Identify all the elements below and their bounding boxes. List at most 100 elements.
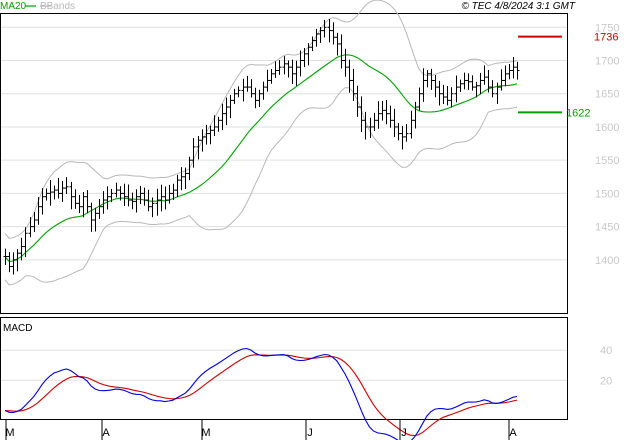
ohlc-bar [15, 249, 20, 272]
ohlc-bar [36, 197, 41, 225]
ohlc-bar [322, 19, 327, 38]
ohlc-bar [32, 212, 37, 233]
ohlc-bar [81, 191, 86, 218]
ohlc-bar [97, 198, 102, 219]
ohlc-bar [179, 167, 184, 191]
ohlc-bar [290, 59, 295, 84]
ohlc-bar [404, 124, 409, 142]
ma20-polyline [4, 54, 518, 263]
ohlc-bar [150, 197, 155, 218]
macd-grid [1, 349, 567, 381]
macd-lines [4, 347, 518, 440]
ohlc-bar [458, 79, 463, 92]
ohlc-bar [466, 73, 471, 90]
ohlc-bar [191, 138, 196, 168]
ohlc-bar [441, 84, 446, 105]
ohlc-bar [355, 85, 360, 117]
ohlc-bar [462, 72, 467, 90]
ohlc-bar [310, 36, 315, 52]
ohlc-bar [486, 70, 491, 93]
ohlc-bar [413, 101, 418, 129]
ohlc-bar [105, 186, 110, 210]
ohlc-bar [400, 125, 405, 150]
price-y-tick: 1700 [595, 56, 619, 68]
ohlc-bar [335, 32, 340, 56]
x-tick-label: M [5, 427, 14, 439]
support-label: 1622 [566, 107, 590, 119]
ohlc-bar [359, 96, 364, 133]
ohlc-bar [302, 48, 307, 68]
ohlc-bar [77, 194, 82, 214]
ohlc-bar [269, 68, 274, 84]
ohlc-bar [11, 252, 16, 275]
ohlc-bar [347, 59, 352, 93]
bb-legend-label: BBands [40, 1, 75, 12]
ohlc-bar [40, 188, 45, 215]
price-levels: 1736 1622 [518, 32, 618, 119]
ohlc-bar [28, 217, 33, 238]
ohlc-bar [146, 189, 151, 212]
price-y-tick: 1500 [595, 188, 619, 200]
ohlc-bar [368, 117, 373, 138]
macd-line [4, 347, 518, 440]
ohlc-bar [380, 100, 385, 121]
ohlc-bar [241, 78, 246, 102]
ohlc-bar [196, 136, 201, 160]
ohlc-bar [44, 188, 49, 201]
ohlc-bar [437, 80, 442, 106]
ohlc-bar [261, 81, 266, 100]
ohlc-bar [478, 72, 483, 95]
price-y-tick: 1650 [595, 89, 619, 101]
ohlc-bar [93, 207, 98, 232]
ohlc-bar [23, 227, 28, 258]
ohlc-bar [73, 189, 78, 209]
ohlc-bar [126, 184, 131, 207]
ohlc-bar [130, 192, 135, 210]
ohlc-bar [351, 68, 356, 101]
ohlc-bar [249, 79, 254, 98]
ohlc-bar [159, 184, 164, 212]
ohlc-bar [200, 129, 205, 152]
ohlc-bar [204, 124, 209, 145]
ohlc-bar [171, 183, 176, 201]
ohlc-bar [114, 182, 119, 198]
ohlc-bar [482, 65, 487, 85]
legend: MA20 BBands © TEC 4/8/2024 3:1 GMT [0, 1, 576, 12]
ohlc-bar [392, 108, 397, 137]
ohlc-bar [155, 188, 160, 216]
ohlc-bar [417, 87, 422, 111]
ohlc-bar [511, 57, 516, 79]
ohlc-bar [56, 177, 61, 199]
ohlc-bar [409, 110, 414, 139]
ohlc-bar [167, 184, 172, 204]
ohlc-bar [208, 125, 213, 145]
ohlc-bar [245, 75, 250, 92]
ohlc-bar [503, 65, 508, 87]
ohlc-bar [372, 112, 377, 131]
ohlc-bar [388, 105, 393, 128]
ohlc-bar [515, 61, 520, 80]
ohlc-bar [286, 60, 291, 78]
ohlc-bar [224, 97, 229, 126]
ohlc-bar [183, 167, 188, 190]
ohlc-bar [122, 183, 127, 207]
price-y-tick: 1450 [595, 222, 619, 234]
price-y-tick: 1550 [595, 155, 619, 167]
ohlc-bar [163, 186, 168, 210]
ohlc-bar [175, 174, 180, 198]
ohlc-bar [433, 74, 438, 98]
ohlc-bar [470, 75, 475, 91]
ma-legend-label: MA20 [0, 1, 27, 12]
ohlc-bar [7, 252, 12, 273]
ohlc-bar [331, 22, 336, 45]
macd-title: MACD [3, 323, 32, 334]
ohlc-bar [220, 103, 225, 131]
ohlc-bar [294, 60, 299, 86]
ohlc-bar [64, 177, 69, 195]
ohlc-bar [425, 70, 430, 88]
price-bars [3, 18, 520, 275]
ohlc-bar [495, 82, 500, 104]
